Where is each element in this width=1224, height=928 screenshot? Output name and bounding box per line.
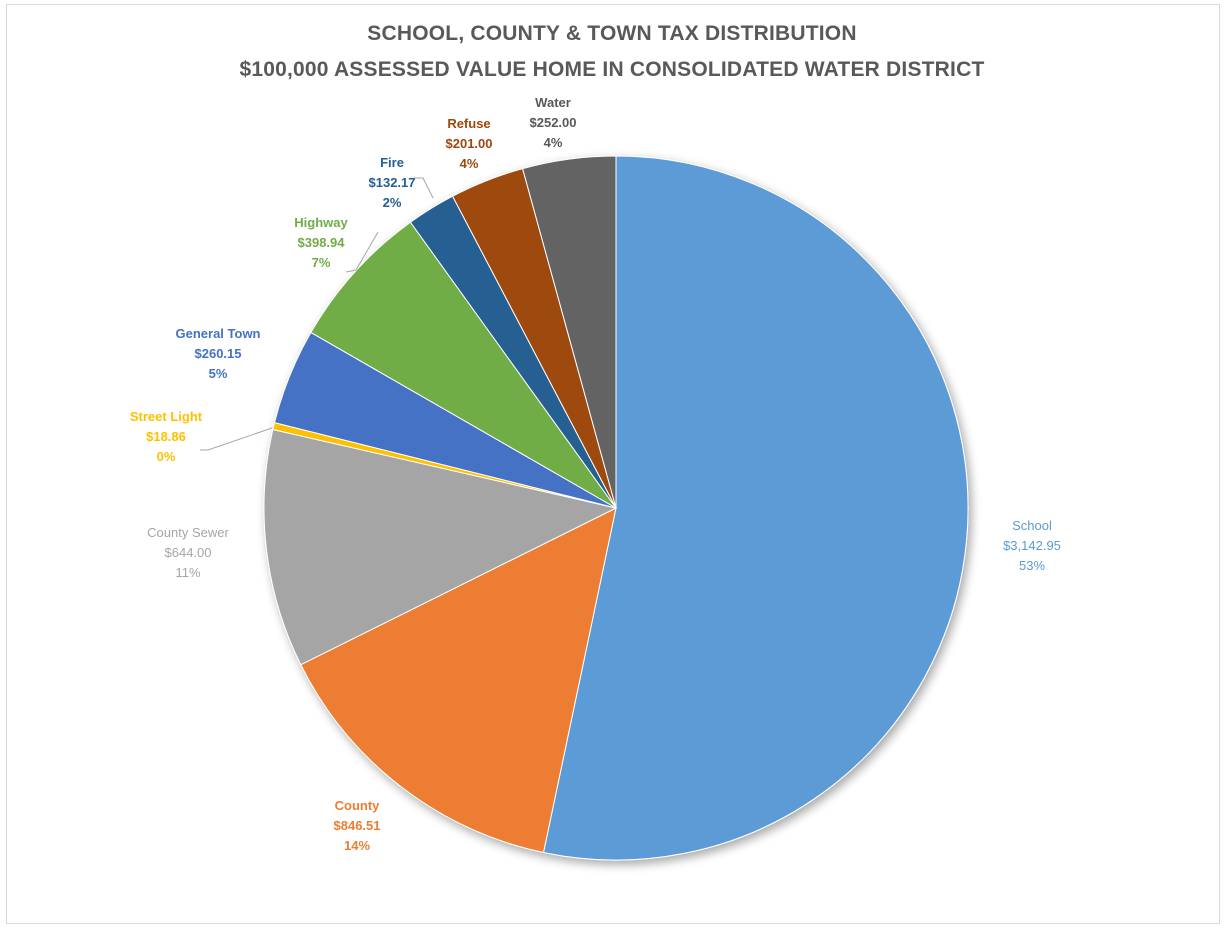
slice-label-name-highway: Highway <box>294 215 348 230</box>
slice-label-value-refuse: $201.00 <box>446 136 493 151</box>
slice-label-percent-refuse: 4% <box>460 156 479 171</box>
pie-slices <box>263 155 969 861</box>
slice-label-name-fire: Fire <box>380 155 404 170</box>
slice-label-value-street-light: $18.86 <box>146 429 186 444</box>
pie-slice-county <box>300 507 617 854</box>
slice-label-value-county-sewer: $644.00 <box>165 545 212 560</box>
pie-slice-school <box>542 155 969 861</box>
leader-line-fire <box>414 177 434 199</box>
slice-label-value-water: $252.00 <box>530 115 577 130</box>
slice-label-value-highway: $398.94 <box>298 235 346 250</box>
slice-label-name-general-town: General Town <box>176 326 261 341</box>
slice-label-percent-general-town: 5% <box>209 366 228 381</box>
slice-label-name-county: County <box>335 798 381 813</box>
slice-label-name-county-sewer: County Sewer <box>147 525 229 540</box>
slice-label-name-refuse: Refuse <box>447 116 490 131</box>
pie-slice-highway <box>310 221 617 509</box>
slice-label-percent-county: 14% <box>344 838 370 853</box>
slice-label-percent-fire: 2% <box>383 195 402 210</box>
slice-label-value-school: $3,142.95 <box>1003 538 1061 553</box>
slice-label-name-school: School <box>1012 518 1052 533</box>
slice-label-percent-highway: 7% <box>312 255 331 270</box>
slice-label-percent-school: 53% <box>1019 558 1045 573</box>
chart-title: SCHOOL, COUNTY & TOWN TAX DISTRIBUTION <box>367 22 857 45</box>
slice-label-value-general-town: $260.15 <box>195 346 242 361</box>
slice-label-value-county: $846.51 <box>334 818 381 833</box>
slice-label-name-water: Water <box>535 95 571 110</box>
slice-label-percent-street-light: 0% <box>157 449 176 464</box>
chart-subtitle: $100,000 ASSESSED VALUE HOME IN CONSOLID… <box>239 58 985 81</box>
slice-label-value-fire: $132.17 <box>369 175 416 190</box>
leader-line-street-light <box>200 427 273 451</box>
slice-label-percent-water: 4% <box>544 135 563 150</box>
leader-line-highway <box>345 231 379 273</box>
slice-label-percent-county-sewer: 11% <box>175 565 200 580</box>
slice-label-name-street-light: Street Light <box>130 409 203 424</box>
pie-slice-water <box>521 155 617 509</box>
